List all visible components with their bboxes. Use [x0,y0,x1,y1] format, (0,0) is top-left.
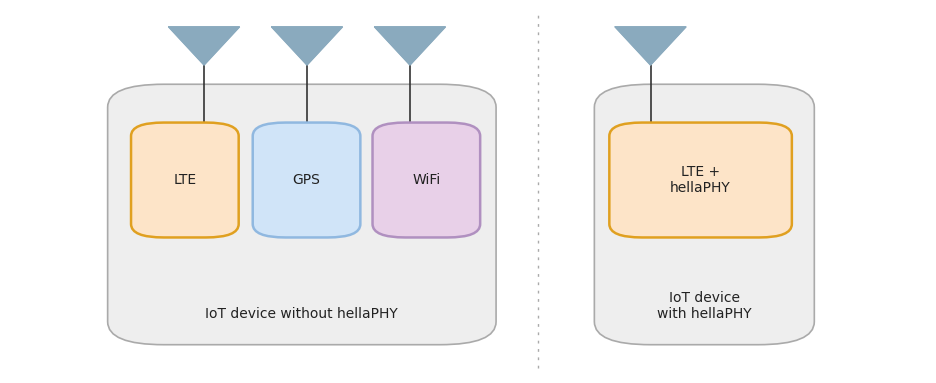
Text: LTE +
hellaPHY: LTE + hellaPHY [670,165,731,195]
Text: GPS: GPS [293,173,320,187]
Text: IoT device without hellaPHY: IoT device without hellaPHY [206,307,398,321]
FancyBboxPatch shape [594,84,814,345]
FancyBboxPatch shape [253,123,360,237]
Polygon shape [271,27,343,65]
Polygon shape [615,27,686,65]
Polygon shape [168,27,240,65]
Text: LTE: LTE [173,173,197,187]
FancyBboxPatch shape [131,123,239,237]
FancyBboxPatch shape [609,123,792,237]
Text: IoT device
with hellaPHY: IoT device with hellaPHY [657,291,752,321]
FancyBboxPatch shape [373,123,480,237]
Text: WiFi: WiFi [412,173,441,187]
Polygon shape [374,27,446,65]
FancyBboxPatch shape [108,84,496,345]
